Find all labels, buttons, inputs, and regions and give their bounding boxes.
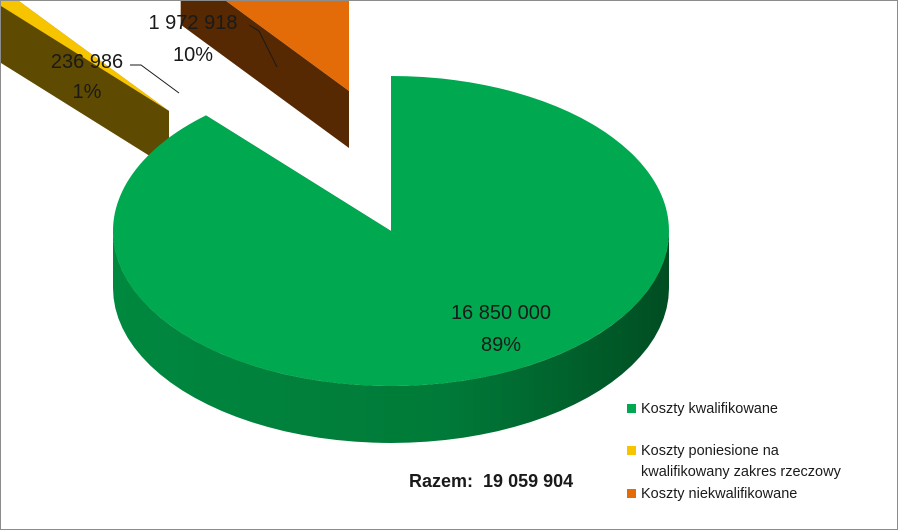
pie-slice-top xyxy=(226,1,349,91)
leader-line-koszty-poniesione xyxy=(130,64,180,94)
leader-line-koszty-niekwalifikowane xyxy=(248,24,278,68)
legend-item-koszty-kwalifikowane: Koszty kwalifikowane xyxy=(627,399,778,420)
legend-label: Koszty poniesione na kwalifikowany zakre… xyxy=(641,441,841,483)
pie-slice-side xyxy=(113,231,669,443)
legend-label: Koszty niekwalifikowane xyxy=(641,486,798,502)
pie-slice-1 xyxy=(1,1,169,168)
legend-label: Koszty kwalifikowane xyxy=(641,401,778,417)
data-label-value-koszty-kwalifikowane: 16 850 000 xyxy=(451,302,551,324)
legend-swatch-orange xyxy=(627,489,636,498)
legend-label-line2: kwalifikowany zakres rzeczowy xyxy=(641,464,841,480)
total-sum: Razem: 19 059 904 xyxy=(409,471,573,492)
data-label-value-koszty-poniesione: 236 986 xyxy=(51,51,123,73)
pie-slice-wall xyxy=(180,1,349,148)
total-value: 19 059 904 xyxy=(483,471,574,491)
data-label-percent-koszty-kwalifikowane: 89% xyxy=(481,334,521,356)
pie-slice-2 xyxy=(180,1,349,148)
legend-item-koszty-niekwalifikowane: Koszty niekwalifikowane xyxy=(627,484,797,505)
data-label-percent-koszty-poniesione: 1% xyxy=(73,81,102,103)
legend-swatch-green xyxy=(627,404,636,413)
pie-slice-top xyxy=(1,1,169,111)
pie-slice-wall xyxy=(1,1,169,168)
pie-slice-top xyxy=(112,76,669,386)
legend-label-line1: Koszty poniesione na xyxy=(641,443,779,459)
total-label: Razem: xyxy=(409,471,474,491)
data-label-percent-koszty-niekwalifikowane: 10% xyxy=(173,44,213,66)
pie-slice-0 xyxy=(112,76,669,443)
data-label-value-koszty-niekwalifikowane: 1 972 918 xyxy=(149,12,238,34)
legend-swatch-yellow xyxy=(627,446,636,455)
legend-item-koszty-poniesione: Koszty poniesione na kwalifikowany zakre… xyxy=(627,441,841,483)
